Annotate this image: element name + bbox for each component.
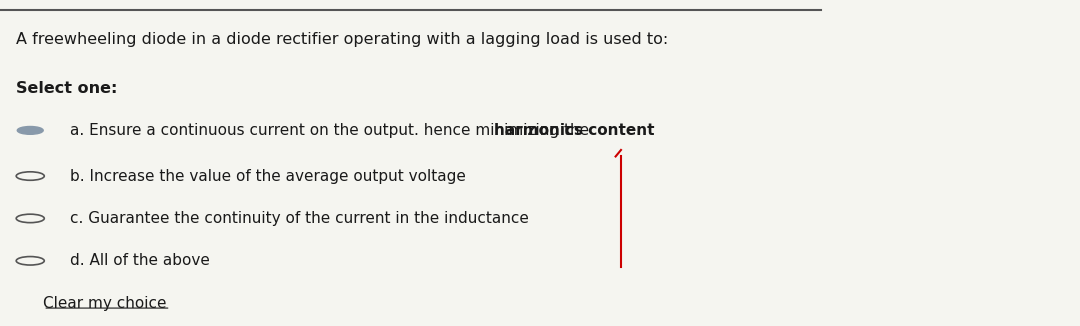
Text: harmonics content: harmonics content [494,123,654,138]
Circle shape [17,126,43,134]
Text: d. All of the above: d. All of the above [70,253,211,268]
Text: b. Increase the value of the average output voltage: b. Increase the value of the average out… [70,169,467,184]
Text: A freewheeling diode in a diode rectifier operating with a lagging load is used : A freewheeling diode in a diode rectifie… [16,32,669,47]
Text: Clear my choice: Clear my choice [43,296,166,311]
Text: Select one:: Select one: [16,81,118,96]
Text: a. Ensure a continuous current on the output. hence minimizing the: a. Ensure a continuous current on the ou… [70,123,594,138]
Text: c. Guarantee the continuity of the current in the inductance: c. Guarantee the continuity of the curre… [70,211,529,226]
